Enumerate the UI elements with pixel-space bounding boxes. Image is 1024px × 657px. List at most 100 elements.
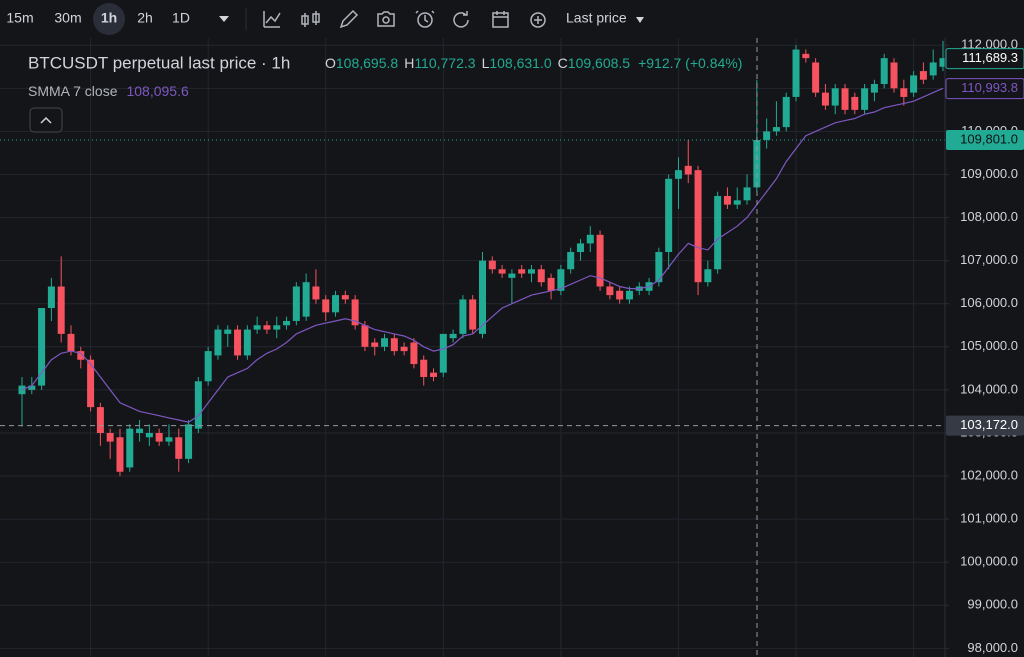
candle-body bbox=[861, 88, 869, 110]
candle-body bbox=[253, 325, 261, 330]
interval-button[interactable]: 15m bbox=[6, 10, 33, 26]
candle-body bbox=[194, 381, 202, 429]
candle-body bbox=[841, 88, 849, 110]
candle-body bbox=[449, 333, 457, 339]
interval-button[interactable]: 30m bbox=[54, 10, 81, 26]
candle-body bbox=[547, 277, 555, 291]
candle-body bbox=[518, 269, 526, 274]
price-label-box bbox=[946, 129, 1024, 150]
candle-body bbox=[214, 329, 222, 356]
toolbar-bg bbox=[0, 0, 1024, 38]
replay-icon[interactable] bbox=[453, 11, 469, 28]
add-icon[interactable] bbox=[530, 12, 546, 28]
candle-body bbox=[292, 286, 300, 321]
candle-body bbox=[351, 299, 359, 326]
candle-body bbox=[586, 234, 594, 244]
candle-body bbox=[28, 385, 36, 390]
candle-body bbox=[694, 170, 702, 283]
candle-body bbox=[234, 329, 242, 356]
calendar-icon[interactable] bbox=[492, 11, 509, 28]
candle-body bbox=[341, 295, 349, 300]
candle-body bbox=[175, 437, 183, 459]
candle-body bbox=[616, 290, 624, 300]
candle-body bbox=[929, 62, 937, 76]
indicators-icon[interactable] bbox=[263, 11, 281, 28]
active-interval-bg bbox=[93, 3, 125, 35]
plot-area bbox=[0, 1, 947, 657]
candle-body bbox=[792, 49, 800, 97]
candle-body bbox=[900, 88, 908, 97]
candle-body bbox=[390, 338, 398, 352]
candle-body bbox=[185, 424, 193, 459]
indicator-legend: SMMA 7 close 108,095.6 bbox=[28, 83, 189, 99]
y-tick-label: 98,000.0 bbox=[967, 640, 1018, 655]
candle-body bbox=[851, 96, 859, 110]
ohlc-key: C bbox=[558, 55, 568, 71]
candle-body bbox=[870, 84, 878, 93]
candle-body bbox=[410, 342, 418, 365]
candle-body bbox=[772, 127, 780, 132]
candle-body bbox=[596, 234, 604, 287]
indicator-name: SMMA 7 close bbox=[28, 83, 118, 99]
candle-body bbox=[243, 329, 251, 356]
candle-body bbox=[802, 53, 810, 59]
candle-body bbox=[821, 92, 829, 106]
y-tick-label: 105,000.0 bbox=[960, 338, 1018, 353]
candle-body bbox=[508, 273, 516, 278]
candle-body bbox=[939, 58, 947, 67]
candle-body bbox=[704, 269, 712, 283]
y-tick-label: 101,000.0 bbox=[960, 511, 1018, 526]
price-mode-button[interactable]: Last price bbox=[566, 10, 627, 26]
alert-icon[interactable] bbox=[415, 10, 435, 28]
price-label: 109,801.0 bbox=[960, 131, 1018, 146]
price-mode-dropdown[interactable] bbox=[636, 17, 644, 23]
drawing-icon[interactable] bbox=[339, 9, 359, 29]
change: +912.7 (+0.84%) bbox=[638, 55, 742, 71]
candle-body bbox=[400, 346, 408, 352]
y-tick-label: 100,000.0 bbox=[960, 554, 1018, 569]
ohlc-value: 108,695.8 bbox=[336, 55, 398, 71]
interval-dropdown[interactable] bbox=[219, 16, 229, 22]
interval-button[interactable]: 2h bbox=[137, 10, 153, 26]
price-label-box bbox=[945, 48, 1024, 70]
candle-body bbox=[831, 88, 839, 106]
candle-body bbox=[87, 359, 95, 408]
candle-body bbox=[312, 286, 320, 300]
interval-button[interactable]: 1h bbox=[101, 10, 117, 26]
chart-type-icon[interactable] bbox=[301, 11, 320, 27]
snapshot-icon[interactable] bbox=[377, 11, 395, 27]
candle-body bbox=[498, 269, 506, 274]
candle-body bbox=[753, 140, 761, 188]
candle-body bbox=[655, 252, 663, 283]
candle-body bbox=[77, 351, 85, 360]
interval-button[interactable]: 1D bbox=[172, 10, 190, 26]
candle-body bbox=[919, 71, 927, 80]
candle-body bbox=[136, 428, 144, 433]
ohlc-readout: O108,695.8 H110,772.3 L108,631.0 C109,608.5… bbox=[325, 55, 742, 71]
candle-body bbox=[322, 299, 330, 313]
y-tick-label: 104,000.0 bbox=[960, 381, 1018, 396]
ohlc-value: 108,631.0 bbox=[489, 55, 551, 71]
candle-body bbox=[430, 372, 438, 377]
candle-body bbox=[361, 325, 369, 347]
candle-body bbox=[106, 432, 114, 442]
price-label-box bbox=[946, 415, 1024, 436]
smma-line bbox=[21, 87, 944, 423]
candle-body bbox=[714, 196, 722, 270]
candle-body bbox=[273, 325, 281, 330]
ohlc-key: H bbox=[404, 55, 414, 71]
candle-body bbox=[302, 282, 310, 317]
y-tick-label: 109,000.0 bbox=[960, 166, 1018, 181]
candle-body bbox=[910, 75, 918, 93]
candle-body bbox=[537, 269, 545, 283]
candle-body bbox=[812, 62, 820, 93]
candle-body bbox=[684, 165, 692, 175]
y-tick-label: 106,000.0 bbox=[960, 295, 1018, 310]
price-label: 103,172.0 bbox=[960, 417, 1018, 432]
collapse-button[interactable] bbox=[29, 107, 63, 133]
candle-body bbox=[283, 320, 291, 326]
y-tick-label: 107,000.0 bbox=[960, 252, 1018, 267]
ohlc-key: O bbox=[325, 55, 336, 71]
